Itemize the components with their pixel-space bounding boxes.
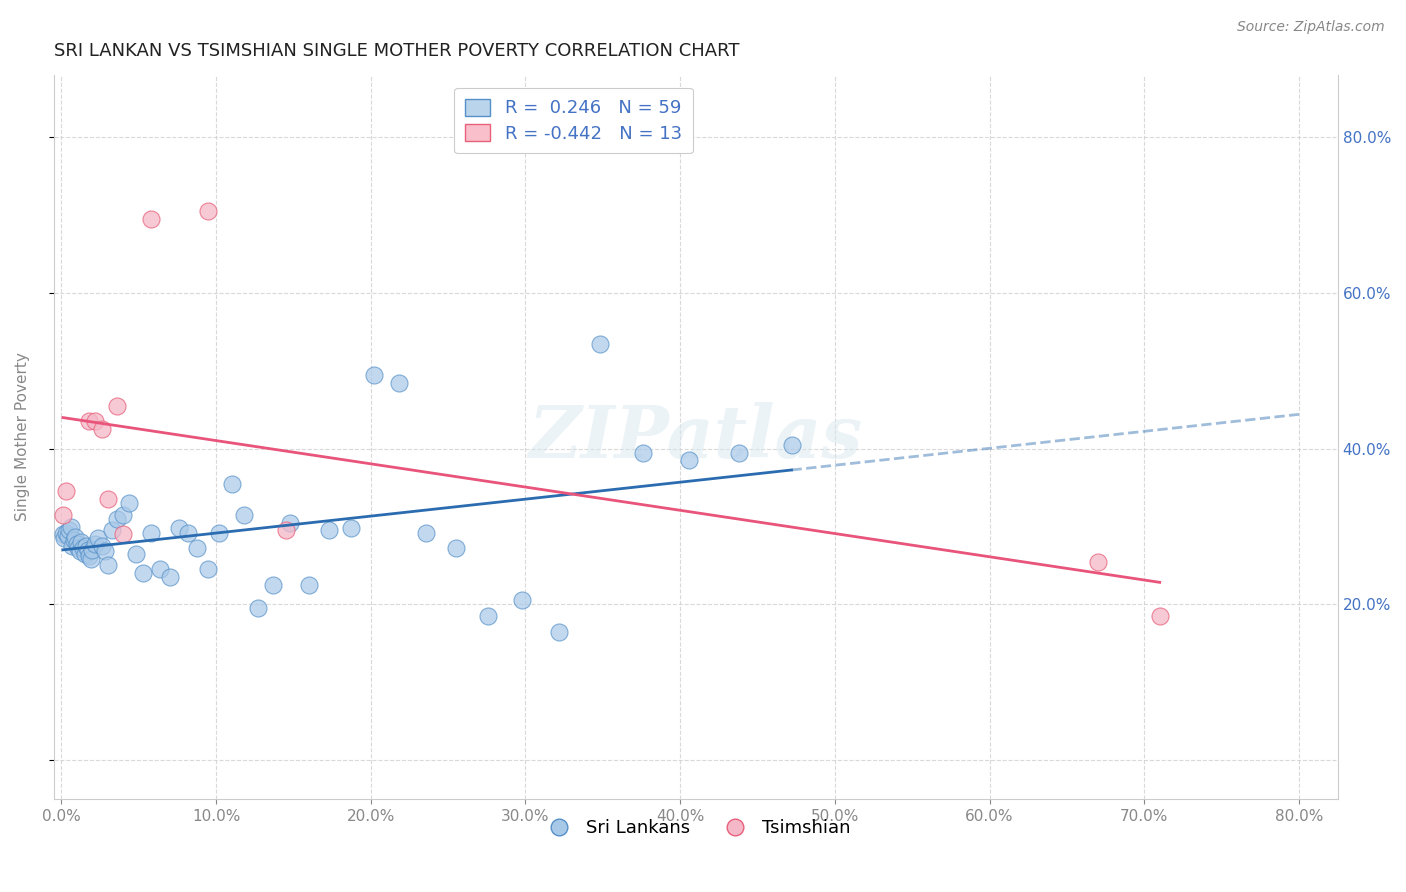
Point: [52, 508, 75, 522]
Point: [118, 496, 141, 510]
Point: [97, 558, 120, 573]
Point: [208, 525, 231, 540]
Point: [177, 525, 200, 540]
Point: [197, 204, 219, 219]
Point: [55, 525, 77, 540]
Point: [56, 529, 79, 543]
Text: ZIPatlas: ZIPatlas: [529, 401, 863, 473]
Point: [58, 524, 80, 538]
Point: [728, 445, 751, 459]
Point: [72, 541, 94, 555]
Point: [65, 530, 87, 544]
Point: [363, 368, 385, 382]
Point: [101, 524, 124, 538]
Point: [387, 376, 409, 390]
Point: [82, 542, 104, 557]
Point: [1149, 609, 1171, 624]
Text: SRI LANKAN VS TSIMSHIAN SINGLE MOTHER POVERTY CORRELATION CHART: SRI LANKAN VS TSIMSHIAN SINGLE MOTHER PO…: [53, 42, 740, 60]
Point: [90, 422, 112, 436]
Point: [97, 492, 120, 507]
Point: [221, 476, 243, 491]
Point: [512, 593, 534, 607]
Point: [87, 531, 110, 545]
Text: Source: ZipAtlas.com: Source: ZipAtlas.com: [1237, 20, 1385, 34]
Point: [77, 414, 100, 428]
Point: [149, 562, 172, 576]
Point: [197, 562, 219, 576]
Point: [52, 527, 75, 541]
Point: [60, 539, 83, 553]
Point: [67, 541, 90, 556]
Point: [167, 521, 190, 535]
Point: [298, 578, 321, 592]
Point: [105, 512, 128, 526]
Y-axis label: Single Mother Poverty: Single Mother Poverty: [15, 352, 30, 522]
Point: [124, 547, 146, 561]
Point: [132, 566, 155, 581]
Point: [59, 519, 82, 533]
Legend: Sri Lankans, Tsimshian: Sri Lankans, Tsimshian: [533, 812, 858, 844]
Point: [186, 541, 208, 556]
Point: [55, 484, 77, 499]
Point: [159, 570, 181, 584]
Point: [70, 535, 93, 549]
Point: [278, 516, 301, 530]
Point: [274, 524, 297, 538]
Point: [69, 544, 91, 558]
Point: [75, 539, 97, 553]
Point: [73, 547, 96, 561]
Point: [112, 527, 135, 541]
Point: [548, 624, 571, 639]
Point: [631, 445, 654, 459]
Point: [415, 525, 437, 540]
Point: [53, 531, 76, 545]
Point: [90, 539, 112, 553]
Point: [76, 542, 98, 557]
Point: [105, 399, 128, 413]
Point: [77, 549, 100, 563]
Point: [589, 336, 612, 351]
Point: [262, 578, 284, 592]
Point: [84, 414, 107, 428]
Point: [112, 508, 135, 522]
Point: [780, 438, 803, 452]
Point: [93, 544, 115, 558]
Point: [139, 525, 162, 540]
Point: [80, 552, 103, 566]
Point: [1087, 555, 1109, 569]
Point: [339, 521, 361, 535]
Point: [318, 524, 340, 538]
Point: [444, 541, 467, 556]
Point: [139, 212, 162, 227]
Point: [232, 508, 254, 522]
Point: [66, 536, 89, 550]
Point: [246, 601, 269, 615]
Point: [84, 536, 107, 550]
Point: [678, 453, 700, 467]
Point: [62, 533, 84, 547]
Point: [477, 609, 499, 624]
